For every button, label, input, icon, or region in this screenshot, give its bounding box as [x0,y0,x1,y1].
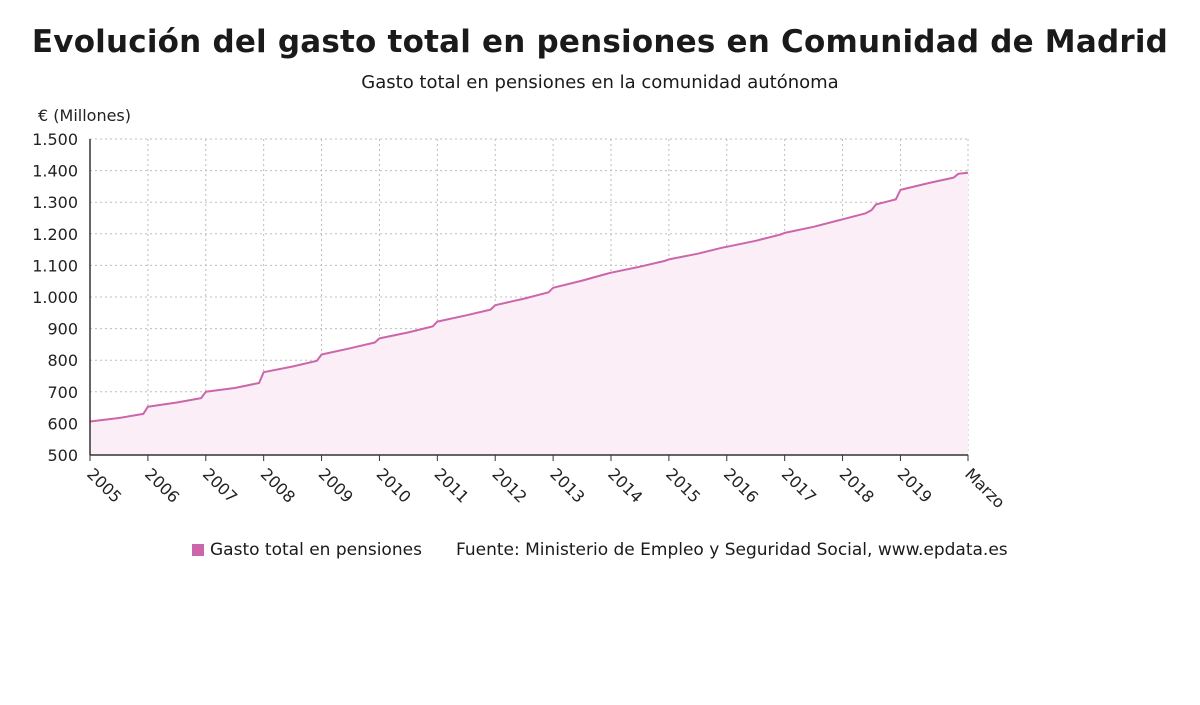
y-axis-label: € (Millones) [38,106,131,125]
series-area [90,172,968,456]
y-tick-label: 900 [47,320,78,339]
x-tick-label: 2012 [488,464,530,506]
y-tick-label: 700 [47,383,78,402]
legend-swatch [192,544,204,556]
x-tick-label: 2009 [315,464,357,506]
y-tick-label: 1.500 [32,130,78,149]
x-tick-label: 2005 [83,464,125,506]
x-tick-label: 2006 [141,464,183,506]
x-tick-label: 2011 [431,464,473,506]
y-tick-label: 1.300 [32,193,78,212]
x-tick-label: 2019 [894,464,936,506]
y-tick-label: 600 [47,414,78,433]
x-tick-label: 2007 [199,464,241,506]
x-tick-label: 2014 [604,464,646,506]
y-tick-label: 1.100 [32,256,78,275]
chart-title: Evolución del gasto total en pensiones e… [31,24,1169,60]
y-tick-label: 500 [47,446,78,465]
series-line [89,171,969,423]
y-tick-label: 1.000 [32,288,78,307]
x-tick-label: 2016 [720,464,762,506]
y-tick-label: 800 [47,351,78,370]
x-tick-label: 2010 [373,464,415,506]
x-tick-label: 2008 [257,464,299,506]
legend-label: Gasto total en pensiones [210,540,422,560]
x-tick-label: 2015 [662,464,704,506]
x-tick-label: 2018 [836,464,878,506]
legend: Gasto total en pensiones [192,540,422,560]
y-tick-label: 1.400 [32,162,78,181]
chart-subtitle: Gasto total en pensiones en la comunidad… [361,72,839,93]
x-tick-label: 2017 [778,464,820,506]
source-note: Fuente: Ministerio de Empleo y Seguridad… [456,540,1008,560]
x-tick-label: 2013 [546,464,588,506]
x-tick-label: Marzo [961,464,1009,512]
y-tick-label: 1.200 [32,225,78,244]
